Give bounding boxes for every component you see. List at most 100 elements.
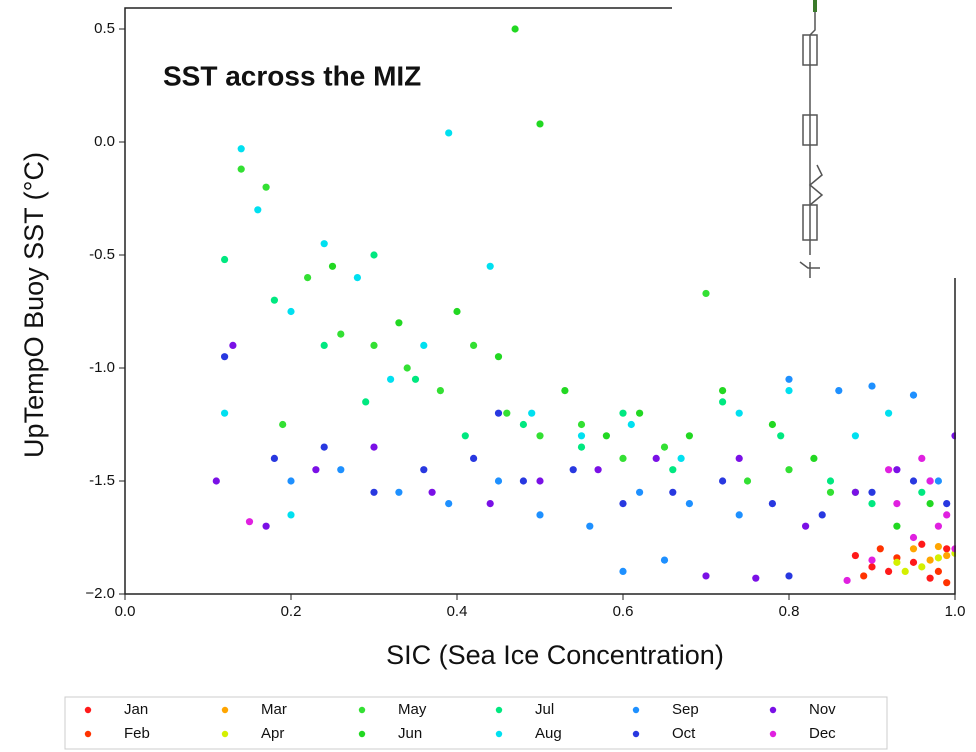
legend-label: Apr bbox=[261, 725, 284, 742]
point bbox=[860, 572, 868, 580]
point bbox=[685, 500, 694, 508]
point bbox=[918, 488, 926, 496]
y-tick-label: −2.0 bbox=[85, 585, 115, 602]
point bbox=[743, 477, 752, 485]
point bbox=[918, 540, 926, 548]
point bbox=[237, 145, 245, 153]
point bbox=[262, 183, 270, 191]
legend: Jan Feb Mar Apr May Jun Jul Aug Sep Oct Nov Dec bbox=[84, 701, 836, 742]
point bbox=[826, 488, 835, 496]
point bbox=[777, 432, 785, 440]
legend-label: Jan bbox=[124, 701, 148, 718]
legend-marker bbox=[495, 706, 503, 714]
point bbox=[785, 466, 793, 474]
point bbox=[735, 511, 743, 519]
x-tick-label: 0.0 bbox=[115, 603, 136, 620]
point bbox=[918, 454, 926, 462]
point bbox=[536, 477, 544, 485]
point bbox=[536, 432, 544, 440]
point bbox=[370, 251, 378, 259]
point bbox=[893, 500, 901, 508]
point bbox=[270, 454, 278, 462]
point bbox=[486, 262, 494, 270]
x-tick-label: 0.4 bbox=[447, 603, 468, 620]
point bbox=[445, 129, 453, 137]
point bbox=[719, 477, 727, 485]
point bbox=[519, 477, 528, 485]
point bbox=[279, 420, 287, 429]
point bbox=[511, 25, 519, 33]
point bbox=[868, 382, 876, 390]
point bbox=[934, 542, 943, 551]
point bbox=[835, 387, 843, 395]
point bbox=[254, 206, 262, 214]
point bbox=[619, 454, 627, 462]
point bbox=[926, 477, 934, 485]
legend-label: Mar bbox=[261, 701, 287, 718]
point bbox=[619, 567, 627, 576]
point bbox=[926, 500, 934, 508]
y-tick-label: 0.0 bbox=[94, 133, 115, 150]
x-axis-label: SIC (Sea Ice Concentration) bbox=[386, 640, 724, 670]
y-tick-label: -0.5 bbox=[89, 246, 115, 263]
point bbox=[312, 466, 320, 474]
point bbox=[669, 466, 677, 474]
legend-marker bbox=[769, 730, 777, 738]
point bbox=[353, 274, 361, 282]
point bbox=[636, 409, 644, 417]
legend-marker bbox=[221, 706, 229, 714]
point bbox=[826, 477, 835, 485]
legend-box bbox=[64, 696, 888, 750]
point bbox=[337, 330, 345, 338]
point bbox=[304, 274, 312, 282]
legend-label: Dec bbox=[809, 725, 836, 742]
point bbox=[536, 120, 544, 128]
point bbox=[287, 307, 295, 316]
point bbox=[577, 420, 586, 429]
x-tick-label: 0.8 bbox=[779, 603, 800, 620]
point bbox=[893, 558, 901, 566]
point bbox=[577, 432, 586, 440]
point bbox=[785, 572, 793, 580]
point bbox=[387, 375, 395, 383]
point bbox=[494, 409, 503, 417]
point bbox=[494, 477, 503, 485]
point bbox=[934, 522, 943, 530]
point bbox=[320, 443, 328, 451]
y-axis-label: UpTempO Buoy SST (°C) bbox=[19, 152, 49, 458]
point bbox=[885, 567, 893, 576]
point bbox=[370, 488, 378, 496]
legend-marker bbox=[632, 730, 640, 738]
point bbox=[785, 375, 793, 383]
legend-label: Sep bbox=[672, 701, 699, 718]
point bbox=[619, 409, 627, 417]
point bbox=[660, 556, 669, 564]
legend-marker bbox=[358, 706, 366, 714]
point bbox=[445, 500, 453, 508]
point bbox=[362, 398, 370, 406]
point bbox=[943, 545, 951, 553]
point bbox=[719, 387, 727, 395]
point bbox=[885, 409, 893, 417]
point bbox=[486, 500, 494, 508]
point bbox=[221, 409, 229, 417]
point bbox=[868, 500, 876, 508]
point bbox=[453, 307, 461, 316]
legend-label: Nov bbox=[809, 701, 836, 718]
point bbox=[212, 477, 220, 485]
point bbox=[943, 551, 951, 560]
point bbox=[702, 572, 710, 580]
point bbox=[270, 296, 278, 304]
point bbox=[909, 477, 918, 485]
point bbox=[561, 387, 569, 395]
point bbox=[893, 466, 901, 474]
point bbox=[577, 443, 586, 451]
point bbox=[420, 466, 428, 474]
point bbox=[943, 500, 951, 508]
point bbox=[702, 289, 710, 298]
point bbox=[909, 391, 918, 399]
point bbox=[403, 364, 411, 372]
x-tick-label: 1.0 bbox=[945, 603, 966, 620]
point bbox=[934, 477, 943, 485]
